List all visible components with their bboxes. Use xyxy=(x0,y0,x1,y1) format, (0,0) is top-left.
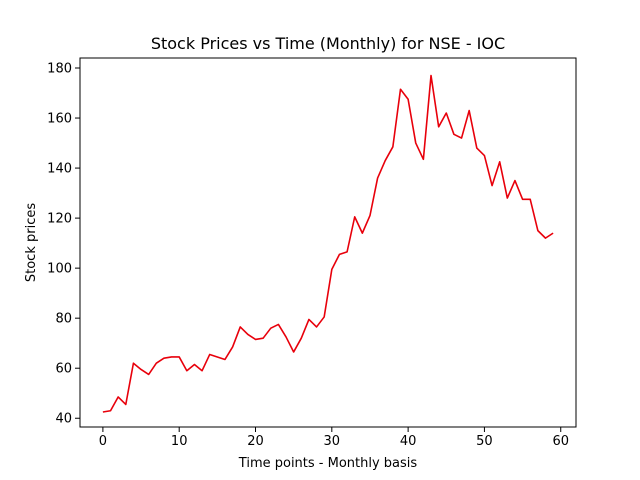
y-tick-label: 160 xyxy=(47,112,72,127)
series-line xyxy=(102,74,554,413)
x-tick-label: 60 xyxy=(552,434,569,449)
y-tick-label: 80 xyxy=(55,312,72,327)
x-tick-label: 40 xyxy=(400,434,417,449)
plot-area-frame xyxy=(79,57,577,428)
x-axis: 0 10 20 30 40 50 60 xyxy=(99,427,569,449)
x-axis-label: Time points - Monthly basis xyxy=(238,456,418,471)
y-axis: 40 60 80 100 120 140 160 180 xyxy=(47,62,80,427)
chart-title: Stock Prices vs Time (Monthly) for NSE -… xyxy=(151,34,505,53)
y-tick-label: 180 xyxy=(47,62,72,77)
y-tick-label: 40 xyxy=(55,412,72,427)
y-tick-label: 60 xyxy=(55,362,72,377)
y-tick-label: 120 xyxy=(47,212,72,227)
y-axis-label: Stock prices xyxy=(24,203,39,282)
x-tick-label: 10 xyxy=(171,434,188,449)
x-tick-label: 0 xyxy=(99,434,107,449)
y-tick-label: 100 xyxy=(47,262,72,277)
series-layer xyxy=(102,74,554,413)
x-tick-label: 50 xyxy=(476,434,493,449)
y-tick-label: 140 xyxy=(47,162,72,177)
x-tick-label: 20 xyxy=(247,434,264,449)
x-tick-label: 30 xyxy=(324,434,341,449)
